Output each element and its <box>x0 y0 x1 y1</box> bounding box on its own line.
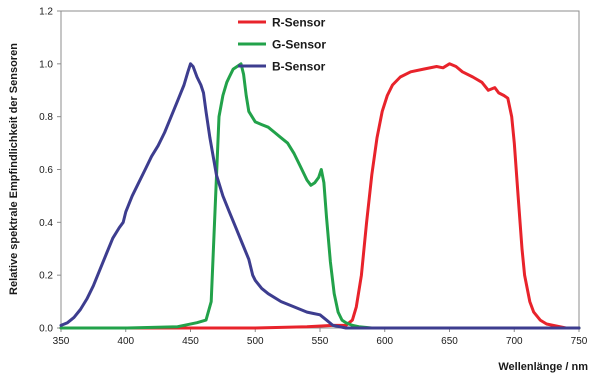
series-lines <box>59 62 581 330</box>
y-tick-label: 0.6 <box>39 165 53 176</box>
x-tick-label: 550 <box>312 336 329 347</box>
y-tick-label: 1.0 <box>39 59 53 70</box>
series-line-b-sensor <box>59 62 581 330</box>
x-tick-label: 450 <box>182 336 199 347</box>
axis-ticks: 350 400 450 500 550 600 650 700 750 0.0 0.2 0.4 0.6 0… <box>39 7 588 348</box>
y-tick-label: 0.2 <box>39 271 53 282</box>
y-tick-label: 0.4 <box>39 218 53 229</box>
x-tick-label: 500 <box>247 336 264 347</box>
x-tick-label: 400 <box>117 336 134 347</box>
legend-label-b-sensor: B-Sensor <box>272 60 326 74</box>
series-line-r-sensor <box>59 62 581 330</box>
y-axis-title: Relative spektrale Empfindlichkeit der S… <box>8 43 20 295</box>
y-tick-label: 0.0 <box>39 324 53 335</box>
x-axis-title: Wellenlänge / nm <box>498 361 588 373</box>
x-tick-label: 350 <box>53 336 70 347</box>
x-tick-label: 600 <box>376 336 393 347</box>
legend-label-g-sensor: G-Sensor <box>272 38 326 52</box>
series-line-g-sensor <box>59 62 581 330</box>
y-tick-label: 0.8 <box>39 112 53 123</box>
x-tick-label: 700 <box>506 336 523 347</box>
x-tick-label: 750 <box>571 336 588 347</box>
legend-label-r-sensor: R-Sensor <box>272 16 326 30</box>
x-tick-label: 650 <box>441 336 458 347</box>
y-tick-label: 1.2 <box>39 7 53 18</box>
legend: R-Sensor G-Sensor B-Sensor <box>238 16 326 74</box>
